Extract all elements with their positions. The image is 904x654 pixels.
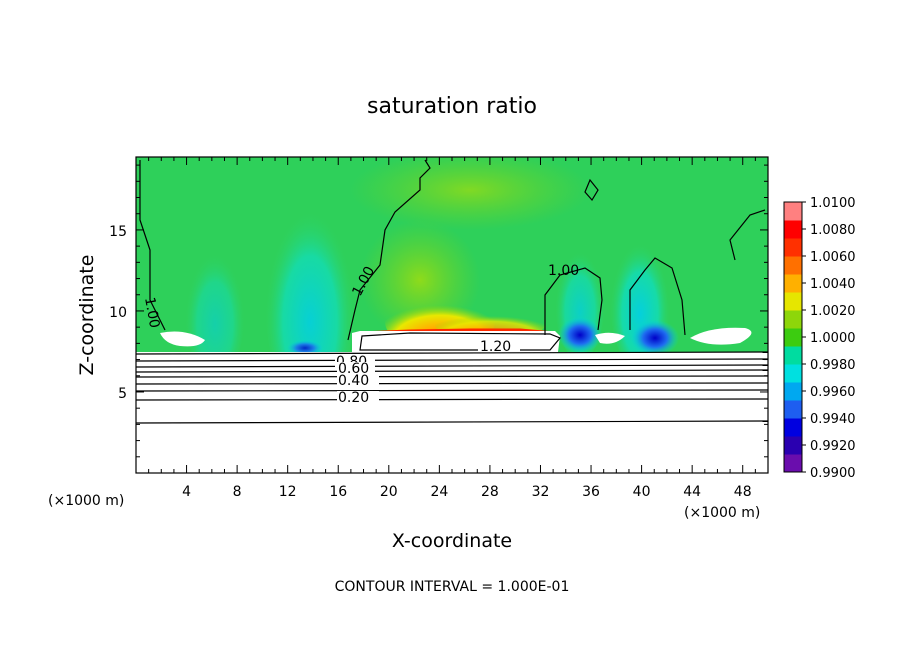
x-tick-label: 8 bbox=[233, 484, 242, 500]
colorbar-label: 0.9980 bbox=[810, 358, 856, 373]
z-unit-label: (×1000 m) bbox=[48, 493, 124, 509]
colorbar-label: 1.0100 bbox=[810, 196, 856, 211]
x-tick-label: 40 bbox=[633, 484, 651, 500]
contour-0p40 bbox=[136, 382, 768, 385]
colorbar-label: 1.0000 bbox=[810, 331, 856, 346]
contour-lines bbox=[136, 159, 768, 424]
y-axis-label: Z-coordinate bbox=[76, 255, 98, 376]
contour-interval-note: CONTOUR INTERVAL = 1.000E-01 bbox=[335, 579, 570, 595]
contour-0p20 bbox=[136, 398, 768, 401]
contour-0p30 bbox=[136, 389, 768, 392]
contour-0p60 bbox=[136, 369, 768, 373]
contour-1p00-plume bbox=[629, 257, 686, 336]
colorbar-swatch bbox=[784, 400, 802, 419]
x-tick-label: 48 bbox=[734, 484, 752, 500]
colorbar-swatch bbox=[784, 346, 802, 365]
contour-label-1p00-right: 1.00 bbox=[548, 263, 579, 279]
colorbar: 1.0100 1.0080 1.0060 1.0040 1.0020 1.0000 0.99… bbox=[783, 196, 856, 481]
contour-0p90 bbox=[136, 351, 768, 355]
colorbar-swatch bbox=[784, 328, 802, 347]
contour-label-0p60: 0.60 bbox=[338, 361, 369, 377]
contour-label-0p20: 0.20 bbox=[338, 390, 369, 406]
contour-0p70 bbox=[136, 364, 768, 368]
colorbar-swatch bbox=[784, 382, 802, 401]
x-tick-label: 36 bbox=[582, 484, 600, 500]
x-tick-label: 16 bbox=[329, 484, 347, 500]
contour-label-0p40: 0.40 bbox=[338, 373, 369, 389]
y-tick-label: 10 bbox=[109, 305, 127, 321]
x-tick-label: 44 bbox=[683, 484, 701, 500]
saturation-field bbox=[136, 157, 768, 473]
contour-1p00-center bbox=[347, 159, 431, 341]
contour-0p80 bbox=[136, 358, 768, 362]
colorbar-swatch bbox=[784, 238, 802, 257]
colorbar-label: 1.0020 bbox=[810, 304, 856, 319]
contour-0p50 bbox=[136, 375, 768, 378]
y-tick-labels: 5 10 15 bbox=[109, 224, 127, 402]
y-tick-label: 15 bbox=[109, 224, 127, 240]
colorbar-label: 0.9940 bbox=[810, 412, 856, 427]
colorbar-swatch bbox=[784, 256, 802, 275]
colorbar-swatch bbox=[784, 274, 802, 293]
contour-label-1p00-left: 1.00 bbox=[141, 296, 162, 329]
contour-label-1p20: 1.20 bbox=[480, 339, 511, 355]
x-tick-label: 28 bbox=[481, 484, 499, 500]
plot-area: 0.80 0.60 0.40 0.20 1.20 1.00 1.00 1.00 bbox=[136, 157, 768, 473]
colorbar-label: 1.0040 bbox=[810, 277, 856, 292]
contour-1p20 bbox=[359, 332, 561, 351]
colorbar-label: 0.9960 bbox=[810, 385, 856, 400]
colorbar-swatch bbox=[784, 418, 802, 437]
contour-0p10 bbox=[136, 420, 768, 424]
x-unit-label: (×1000 m) bbox=[684, 505, 760, 521]
x-tick-label: 24 bbox=[430, 484, 448, 500]
plot-frame bbox=[135, 156, 769, 474]
x-tick-label: 4 bbox=[182, 484, 191, 500]
x-tick-label: 20 bbox=[380, 484, 398, 500]
contour-1p00-topright bbox=[584, 178, 599, 202]
colorbar-swatch bbox=[784, 202, 802, 221]
x-tick-marks bbox=[148, 157, 756, 473]
contour-labels: 0.80 0.60 0.40 0.20 1.20 1.00 1.00 1.00 bbox=[141, 263, 579, 406]
colorbar-swatch bbox=[784, 454, 802, 473]
colorbar-label: 1.0060 bbox=[810, 250, 856, 265]
y-tick-marks bbox=[136, 164, 768, 458]
x-tick-label: 32 bbox=[532, 484, 550, 500]
colorbar-swatch bbox=[784, 292, 802, 311]
colorbar-labels: 1.0100 1.0080 1.0060 1.0040 1.0020 1.0000 0.99… bbox=[802, 196, 856, 481]
colorbar-swatches bbox=[784, 202, 802, 473]
colorbar-label: 1.0080 bbox=[810, 223, 856, 238]
contour-1p00-right bbox=[544, 267, 603, 335]
colorbar-label: 0.9900 bbox=[810, 466, 856, 481]
contour-1p00-farright bbox=[729, 209, 766, 261]
colorbar-label: 0.9920 bbox=[810, 439, 856, 454]
x-tick-label: 12 bbox=[279, 484, 297, 500]
x-tick-labels: 4 8 12 16 20 24 28 32 36 40 44 48 bbox=[182, 484, 752, 500]
chart-title: saturation ratio bbox=[367, 94, 537, 119]
x-axis-label: X-coordinate bbox=[392, 530, 512, 552]
colorbar-swatch bbox=[784, 364, 802, 383]
contour-1p00-left bbox=[139, 160, 166, 331]
y-tick-label: 5 bbox=[118, 386, 127, 402]
colorbar-swatch bbox=[784, 220, 802, 239]
colorbar-swatch bbox=[784, 436, 802, 455]
colorbar-swatch bbox=[784, 310, 802, 329]
